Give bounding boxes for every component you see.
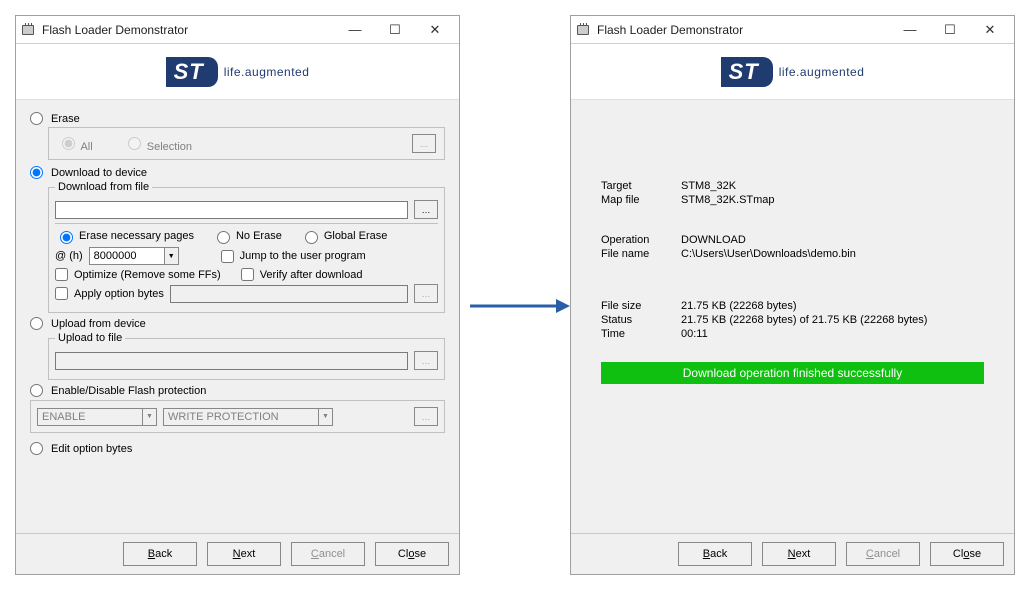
- back-button[interactable]: Back: [678, 542, 752, 566]
- cancel-button: Cancel: [846, 542, 920, 566]
- close-button-footer[interactable]: Close: [930, 542, 1004, 566]
- key-filesize: File size: [601, 300, 681, 312]
- val-status: 21.75 KB (22268 bytes) of 21.75 KB (2226…: [681, 314, 927, 326]
- logo-area: ST life.augmented: [16, 44, 459, 100]
- val-mapfile: STM8_32K.STmap: [681, 194, 775, 206]
- back-button[interactable]: Back: [123, 542, 197, 566]
- protect-write-combo: WRITE PROTECTION▼: [163, 408, 333, 426]
- radio-global-erase[interactable]: Global Erase: [300, 228, 388, 244]
- content-left: Erase All Selection … Download to device…: [16, 100, 459, 533]
- info-table: TargetSTM8_32K Map fileSTM8_32K.STmap Op…: [601, 180, 984, 340]
- key-status: Status: [601, 314, 681, 326]
- check-jump[interactable]: Jump to the user program: [221, 250, 366, 263]
- radio-erase-all: All: [57, 134, 93, 153]
- addr-combo[interactable]: 8000000▼: [89, 247, 179, 265]
- val-time: 00:11: [681, 328, 708, 340]
- key-operation: Operation: [601, 234, 681, 246]
- radio-edit-option[interactable]: Edit option bytes: [30, 442, 445, 455]
- close-button[interactable]: ✕: [970, 17, 1010, 43]
- footer-left: Back Next Cancel Close: [16, 533, 459, 574]
- radio-download[interactable]: Download to device: [30, 166, 445, 179]
- erase-browse-button: …: [412, 134, 436, 153]
- key-time: Time: [601, 328, 681, 340]
- st-logo: ST: [166, 57, 218, 87]
- success-bar: Download operation finished successfully: [601, 362, 984, 384]
- key-mapfile: Map file: [601, 194, 681, 206]
- next-button[interactable]: Next: [207, 542, 281, 566]
- download-browse-button[interactable]: …: [414, 200, 438, 219]
- val-target: STM8_32K: [681, 180, 736, 192]
- close-button-footer[interactable]: Close: [375, 542, 449, 566]
- option-bytes-input: [170, 285, 408, 303]
- group-upload-file: Upload to file …: [48, 332, 445, 380]
- radio-erase[interactable]: Erase: [30, 112, 445, 125]
- label-edit-option: Edit option bytes: [51, 443, 132, 455]
- label-protection: Enable/Disable Flash protection: [51, 385, 206, 397]
- legend-upload-file: Upload to file: [55, 332, 125, 344]
- val-filename: C:\Users\User\Downloads\demo.bin: [681, 248, 856, 260]
- st-logo: ST: [721, 57, 773, 87]
- titlebar: Flash Loader Demonstrator ― ☐ ✕: [16, 16, 459, 44]
- minimize-button[interactable]: ―: [335, 17, 375, 43]
- upload-file-input: [55, 352, 408, 370]
- protect-browse-button: …: [414, 407, 438, 426]
- app-icon: [20, 22, 36, 38]
- next-button[interactable]: Next: [762, 542, 836, 566]
- maximize-button[interactable]: ☐: [375, 17, 415, 43]
- val-filesize: 21.75 KB (22268 bytes): [681, 300, 797, 312]
- window-title: Flash Loader Demonstrator: [42, 23, 335, 37]
- logo-area: ST life.augmented: [571, 44, 1014, 100]
- radio-upload[interactable]: Upload from device: [30, 317, 445, 330]
- content-right: TargetSTM8_32K Map fileSTM8_32K.STmap Op…: [571, 100, 1014, 533]
- cancel-button: Cancel: [291, 542, 365, 566]
- label-upload: Upload from device: [51, 318, 146, 330]
- val-operation: DOWNLOAD: [681, 234, 746, 246]
- legend-download-file: Download from file: [55, 181, 152, 193]
- radio-no-erase[interactable]: No Erase: [212, 228, 282, 244]
- radio-erase-selection: Selection: [123, 134, 382, 153]
- maximize-button[interactable]: ☐: [930, 17, 970, 43]
- option-bytes-browse: …: [414, 284, 438, 303]
- key-filename: File name: [601, 248, 681, 260]
- st-tagline: life.augmented: [779, 65, 865, 79]
- upload-browse-button: …: [414, 351, 438, 370]
- app-icon: [575, 22, 591, 38]
- close-button[interactable]: ✕: [415, 17, 455, 43]
- key-target: Target: [601, 180, 681, 192]
- protect-enable-combo: ENABLE▼: [37, 408, 157, 426]
- window-left: Flash Loader Demonstrator ― ☐ ✕ ST life.…: [15, 15, 460, 575]
- label-addr: @ (h): [55, 250, 83, 262]
- window-right: Flash Loader Demonstrator ― ☐ ✕ ST life.…: [570, 15, 1015, 575]
- titlebar: Flash Loader Demonstrator ― ☐ ✕: [571, 16, 1014, 44]
- arrow-icon: [470, 296, 570, 316]
- group-download-file: Download from file … Erase necessary pag…: [48, 181, 445, 313]
- radio-protection[interactable]: Enable/Disable Flash protection: [30, 384, 445, 397]
- check-apply-option[interactable]: Apply option bytes: [55, 287, 164, 300]
- label-erase: Erase: [51, 113, 80, 125]
- check-optimize[interactable]: Optimize (Remove some FFs): [55, 268, 221, 281]
- label-download: Download to device: [51, 167, 147, 179]
- radio-erase-necessary[interactable]: Erase necessary pages: [55, 228, 194, 244]
- window-title: Flash Loader Demonstrator: [597, 23, 890, 37]
- download-file-input[interactable]: [55, 201, 408, 219]
- minimize-button[interactable]: ―: [890, 17, 930, 43]
- check-verify[interactable]: Verify after download: [241, 268, 363, 281]
- footer-right: Back Next Cancel Close: [571, 533, 1014, 574]
- st-tagline: life.augmented: [224, 65, 310, 79]
